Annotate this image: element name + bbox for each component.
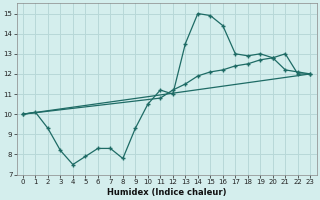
X-axis label: Humidex (Indice chaleur): Humidex (Indice chaleur) <box>107 188 226 197</box>
